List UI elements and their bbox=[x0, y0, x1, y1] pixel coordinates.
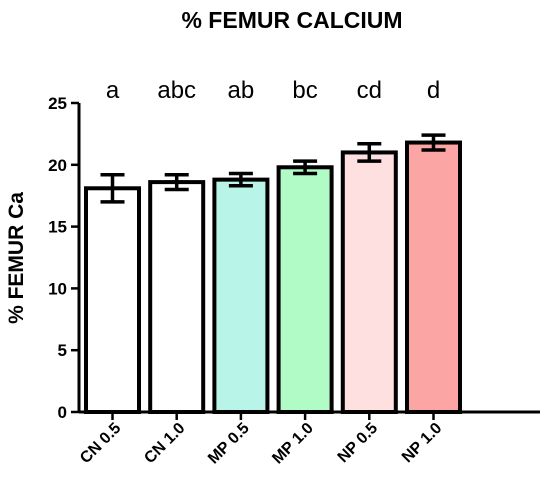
bar-3 bbox=[276, 165, 334, 414]
y-tick-label-4: 20 bbox=[48, 156, 67, 175]
x-tick-label-2: MP 0.5 bbox=[205, 420, 253, 468]
significance-letters: a abc ab bc cd d bbox=[106, 77, 440, 104]
y-axis-label: % FEMUR Ca bbox=[5, 192, 28, 324]
bars bbox=[84, 140, 462, 414]
significance-letter-2: ab bbox=[228, 77, 255, 104]
bar-1 bbox=[148, 180, 206, 414]
significance-letter-1: abc bbox=[157, 77, 196, 104]
bar-0 bbox=[84, 186, 141, 414]
significance-letter-3: bc bbox=[292, 77, 317, 104]
error-bars bbox=[100, 133, 446, 204]
y-tick-label-2: 10 bbox=[48, 279, 67, 298]
x-tick-label-1: CN 1.0 bbox=[141, 420, 188, 467]
x-tick-label-5: NP 1.0 bbox=[399, 420, 445, 466]
x-tick-label-4: NP 0.5 bbox=[335, 420, 381, 466]
y-tick-label-3: 15 bbox=[48, 218, 67, 237]
y-axis: 0 5 10 15 20 25 bbox=[48, 94, 81, 422]
bar-4 bbox=[340, 150, 398, 414]
x-tick-label-3: MP 1.0 bbox=[269, 420, 317, 468]
x-tick-label-0: CN 0.5 bbox=[77, 420, 124, 467]
significance-letter-5: d bbox=[427, 77, 440, 104]
y-tick-label-5: 25 bbox=[48, 94, 67, 113]
chart-title: % FEMUR CALCIUM bbox=[181, 7, 402, 33]
bar-2 bbox=[212, 177, 270, 414]
y-tick-label-1: 5 bbox=[58, 341, 67, 360]
y-tick-label-0: 0 bbox=[58, 403, 67, 422]
significance-letter-4: cd bbox=[357, 77, 382, 104]
significance-letter-0: a bbox=[106, 77, 120, 104]
bar-5 bbox=[405, 140, 462, 414]
x-axis: CN 0.5 CN 1.0 MP 0.5 MP 1.0 NP 0.5 NP 1.0 bbox=[77, 410, 540, 468]
